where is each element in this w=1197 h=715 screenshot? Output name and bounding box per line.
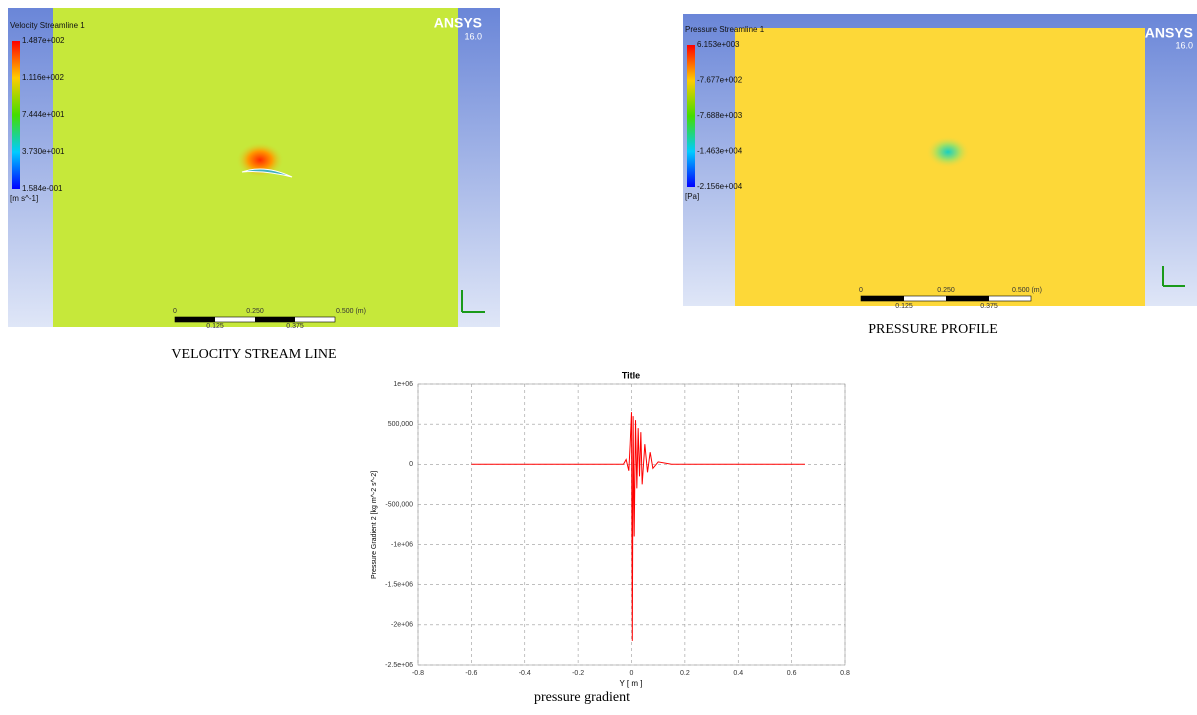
version: 16.0 (464, 31, 482, 41)
y-tick-label: -1e+06 (391, 541, 413, 548)
x-tick-label: -0.2 (572, 670, 584, 677)
x-tick-label: 0.6 (787, 670, 797, 677)
x-tick-label: 0.4 (733, 670, 743, 677)
scale-label: 0.125 (206, 323, 224, 330)
scale-label: 0.375 (980, 303, 998, 310)
brand: ANSYS (1145, 25, 1193, 41)
hot-spot (236, 142, 284, 178)
legend-label: 1.584e-001 (22, 184, 63, 193)
caption: VELOCITY STREAM LINE (171, 347, 336, 362)
flow-field (735, 28, 1145, 306)
brand: ANSYS (434, 15, 482, 31)
axis-triad (461, 290, 485, 313)
airfoil (241, 168, 293, 178)
caption: pressure gradient (534, 690, 630, 705)
x-tick-label: -0.8 (412, 670, 424, 677)
pressure-panel: Pressure Streamline 1 6.153e+003 -7.677e+… (683, 14, 1197, 337)
y-tick-label: 500,000 (388, 421, 413, 428)
legend-label: 1.487e+002 (22, 36, 65, 45)
y-tick-label: 0 (409, 461, 413, 468)
scale-label: 0.375 (286, 323, 304, 330)
x-axis-label: Y [ m ] (620, 679, 643, 688)
y-tick-label: -1.5e+06 (385, 582, 413, 589)
legend-title: Pressure Streamline 1 (685, 25, 765, 34)
legend-label: 6.153e+003 (697, 40, 740, 49)
scale-bar (255, 317, 295, 322)
x-tick-label: 0.2 (680, 670, 690, 677)
y-tick-label: -2e+06 (391, 622, 413, 629)
scale-label: 0.500 (m) (336, 308, 366, 315)
low-spot (926, 136, 970, 168)
data-line (471, 412, 805, 641)
scale-bar (175, 317, 215, 322)
legend-title: Velocity Streamline 1 (10, 21, 85, 30)
legend-label: 3.730e+001 (22, 147, 65, 156)
color-bar (12, 41, 20, 189)
y-axis-label: Pressure Gradient 2 [kg m^-2 s^-2] (371, 471, 378, 579)
y-tick-label: 1e+06 (393, 381, 413, 388)
scale-label: 0.250 (937, 287, 955, 294)
scale-label: 0.250 (246, 308, 264, 315)
chart: Title Y [ m ] Pressure Gradient 2 [kg m^… (371, 370, 850, 705)
scale-bar (861, 296, 904, 301)
chart-title: Title (622, 370, 640, 380)
scale-label: 0.500 (m) (1012, 287, 1042, 294)
legend-label: -7.677e+002 (697, 76, 743, 85)
scale-bar (946, 296, 989, 301)
scale-label: 0 (173, 308, 177, 315)
y-tick-label: -500,000 (385, 501, 413, 508)
x-tick-label: -0.6 (465, 670, 477, 677)
axis-triad (1162, 266, 1185, 287)
legend-label: -2.156e+004 (697, 182, 743, 191)
velocity-panel: Velocity Streamline 1 1.487e+002 1.116e+0… (8, 8, 500, 362)
caption: PRESSURE PROFILE (868, 322, 998, 337)
legend-label: -1.463e+004 (697, 147, 743, 156)
legend-label: 7.444e+001 (22, 110, 65, 119)
legend-label: -7.688e+003 (697, 111, 743, 120)
legend-unit: [Pa] (685, 192, 699, 201)
version: 16.0 (1175, 40, 1193, 50)
x-tick-label: 0 (630, 670, 634, 677)
legend-unit: [m s^-1] (10, 194, 38, 203)
scale-label: 0.125 (895, 303, 913, 310)
x-tick-label: -0.4 (519, 670, 531, 677)
legend-label: 1.116e+002 (22, 73, 64, 82)
color-bar (687, 45, 695, 187)
scale-label: 0 (859, 287, 863, 294)
x-tick-label: 0.8 (840, 670, 850, 677)
y-tick-label: -2.5e+06 (385, 662, 413, 669)
